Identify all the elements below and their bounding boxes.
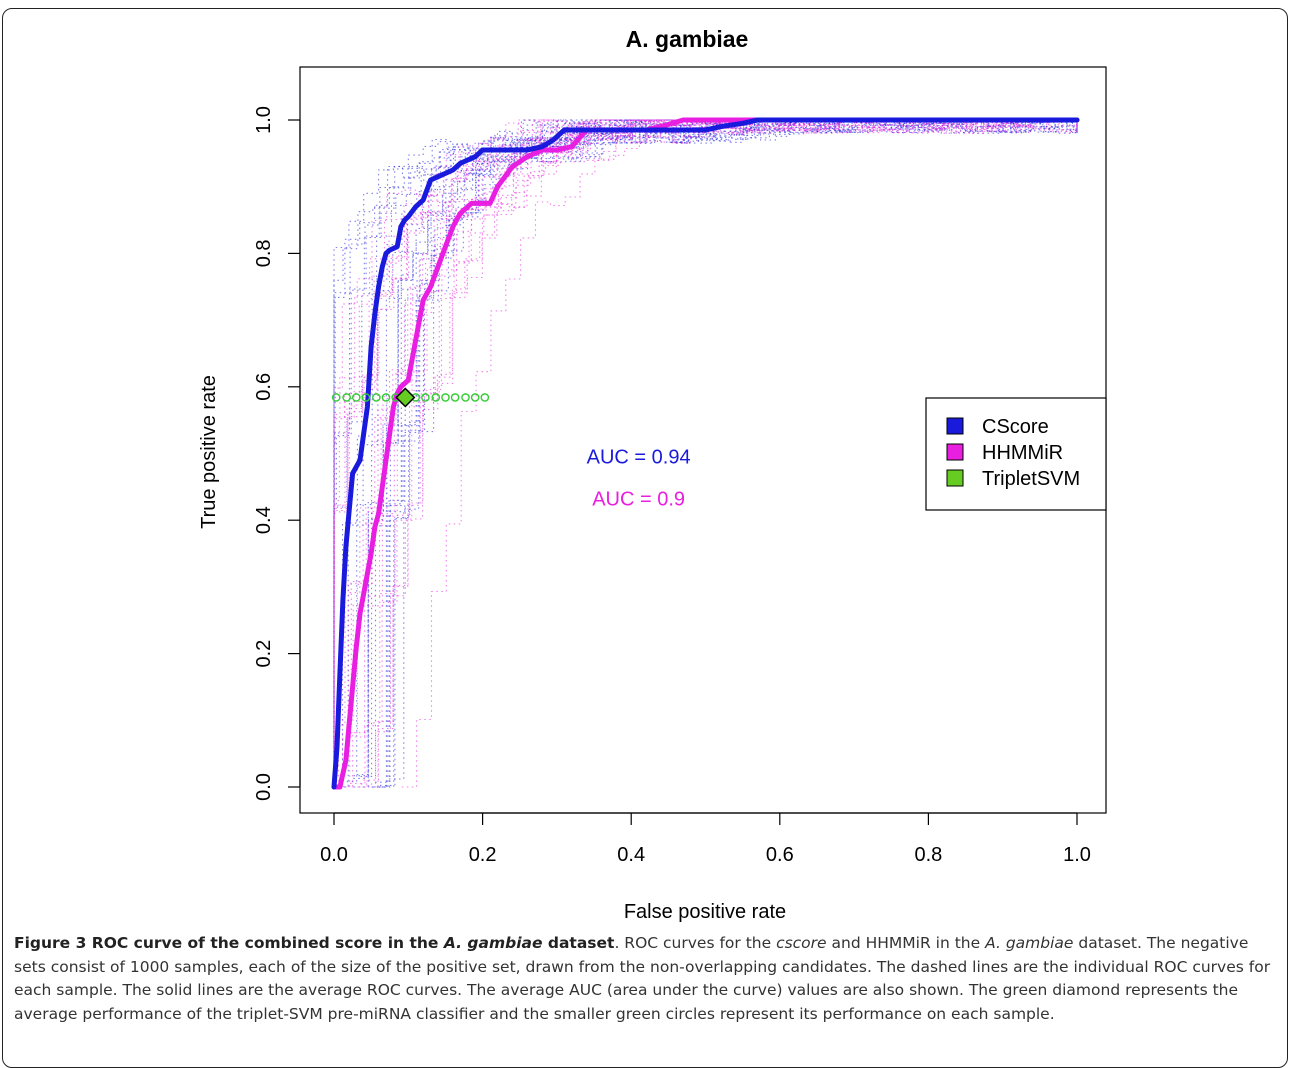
sample-curve	[371, 119, 1078, 788]
triplet-sample-point	[381, 393, 391, 402]
y-tick-label: 0.2	[253, 640, 275, 668]
triplet-sample-point	[470, 393, 480, 402]
roc-series	[331, 117, 1080, 790]
triplet-sample-point	[331, 393, 341, 402]
chart-title: A. gambiae	[626, 26, 749, 52]
roc-chart: A. gambiae 0.0 0.2 0.4 0.6 0.8 1.00.00.20.40.…	[198, 26, 1107, 923]
x-tick-label: 0.4	[617, 844, 645, 866]
legend-swatch	[946, 443, 964, 461]
sample-curve	[333, 119, 1034, 784]
x-tick-label: 0.0	[320, 844, 348, 866]
legend-label: CScore	[982, 416, 1049, 438]
sample-curve	[350, 119, 1078, 784]
auc-annotations: AUC = 0.94 AUC = 0.9	[587, 447, 691, 511]
y-tick-label: 1.0	[253, 106, 275, 134]
sample-curve	[334, 119, 1077, 788]
y-tick-label: 0.6	[253, 373, 275, 401]
triplet-sample-point	[480, 393, 490, 402]
triplet-sample-point	[351, 393, 361, 402]
sample-curve	[333, 119, 1024, 787]
sample-curve	[333, 119, 1030, 787]
y-axis-label: True positive rate	[198, 375, 220, 529]
sample-curve	[356, 119, 1078, 776]
legend-label: TripletSVM	[982, 468, 1080, 490]
legend: CScore HHMMiR TripletSVM	[925, 397, 1107, 511]
y-tick-label: 0.8	[253, 239, 275, 267]
auc-label: AUC = 0.94	[587, 447, 691, 469]
figure-caption: Figure 3 ROC curve of the combined score…	[14, 934, 1271, 1023]
x-axis-label: False positive rate	[624, 901, 786, 923]
triplet-svm-diamond	[395, 387, 416, 408]
triplet-sample-point	[372, 393, 381, 402]
y-tick-label: 0.0	[253, 773, 275, 801]
x-tick-label: 0.6	[766, 844, 794, 866]
sample-curve	[333, 119, 1035, 787]
triplet-sample-point	[431, 393, 441, 402]
sample-curve	[353, 119, 1078, 788]
triplet-sample-point	[461, 393, 470, 402]
legend-swatch	[946, 469, 964, 487]
triplet-sample-point	[441, 393, 450, 402]
triplet-sample-point	[361, 393, 371, 402]
sample-curve	[374, 119, 1078, 788]
axes: 0.0 0.2 0.4 0.6 0.8 1.0 0.0 0.2 0.4 0.6 0.8 1.0	[253, 106, 1091, 866]
x-tick-label: 1.0	[1063, 844, 1091, 866]
caption-title: Figure 3 ROC curve of the combined score…	[14, 934, 615, 952]
series-line-cscore	[331, 117, 1080, 790]
triplet-sample-point	[342, 393, 351, 402]
triplet-sample-point	[421, 393, 430, 402]
y-tick-label: 0.4	[253, 506, 275, 534]
triplet-svm-points	[331, 387, 490, 408]
x-tick-label: 0.8	[914, 844, 942, 866]
legend-label: HHMMiR	[982, 442, 1063, 464]
sample-curve	[333, 119, 1061, 775]
triplet-sample-point	[450, 393, 460, 402]
sample-curve	[333, 119, 1019, 776]
x-tick-label: 0.2	[469, 844, 497, 866]
sample-curve	[333, 119, 1032, 787]
auc-label: AUC = 0.9	[592, 489, 685, 511]
legend-swatch	[946, 417, 964, 435]
